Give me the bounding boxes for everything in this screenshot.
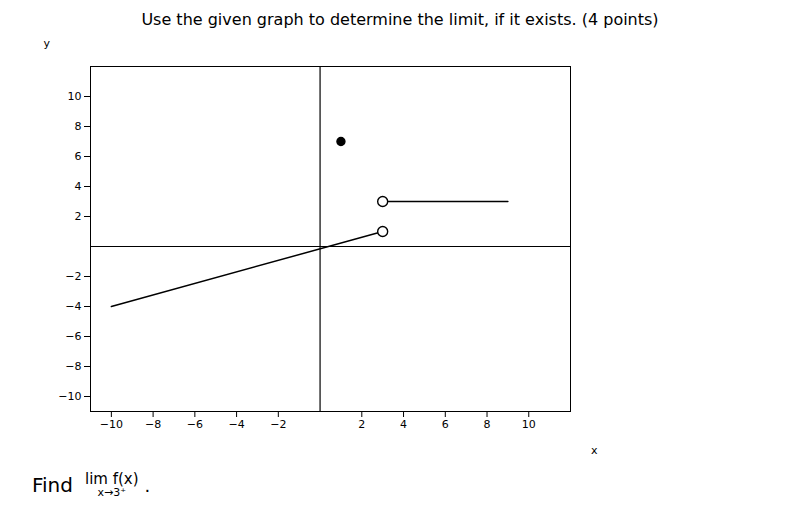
svg-text:8: 8 — [75, 120, 82, 133]
svg-text:−8: −8 — [65, 360, 81, 373]
svg-text:−10: −10 — [100, 418, 123, 431]
svg-text:y: y — [44, 37, 51, 50]
svg-text:−2: −2 — [65, 270, 81, 283]
svg-text:−4: −4 — [65, 300, 81, 313]
svg-text:−10: −10 — [58, 390, 81, 403]
svg-text:4: 4 — [400, 418, 407, 431]
svg-text:−6: −6 — [65, 330, 81, 343]
html-text:Use the given graph to determi: Use the given graph to determine the lim… — [141, 10, 659, 29]
svg-text:−8: −8 — [145, 418, 161, 431]
svg-text:−4: −4 — [228, 418, 244, 431]
svg-text:6: 6 — [442, 418, 449, 431]
html-text:Find: Find — [32, 473, 73, 497]
svg-text:−2: −2 — [270, 418, 286, 431]
svg-text:x: x — [591, 444, 598, 457]
html-text:lim f(x): lim f(x) — [85, 469, 139, 488]
svg-text:6: 6 — [75, 150, 82, 163]
html-text:x→3⁺: x→3⁺ — [97, 486, 126, 500]
svg-text:2: 2 — [75, 210, 82, 223]
svg-text:10: 10 — [522, 418, 536, 431]
svg-text:−6: −6 — [187, 418, 203, 431]
svg-text:8: 8 — [484, 418, 491, 431]
svg-text:10: 10 — [68, 90, 82, 103]
svg-text:2: 2 — [358, 418, 365, 431]
svg-text:4: 4 — [75, 180, 82, 193]
